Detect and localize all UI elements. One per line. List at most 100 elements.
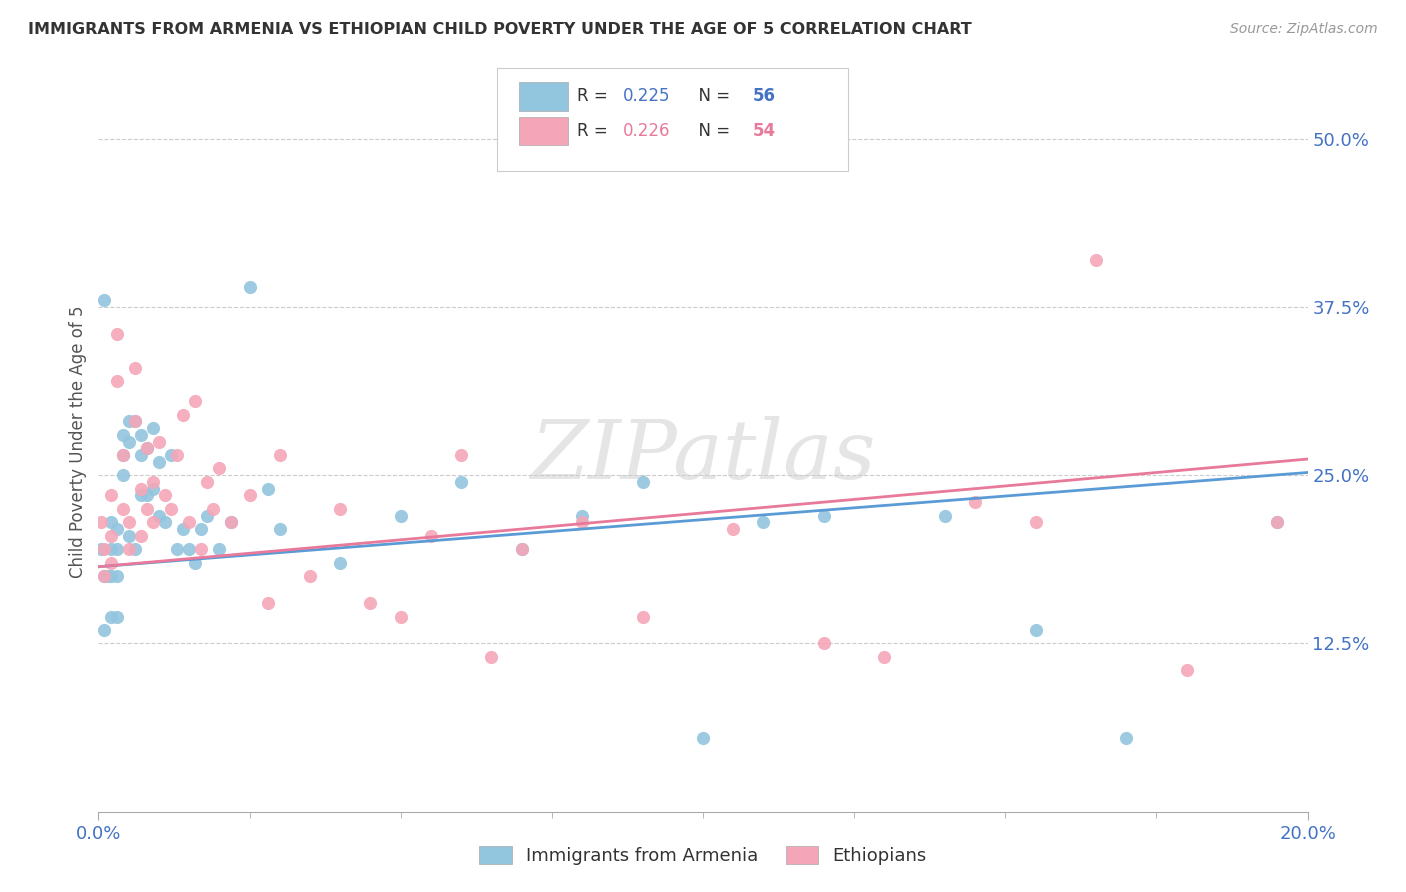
Point	[239, 279, 262, 293]
Text: 0.225: 0.225	[623, 87, 671, 104]
Point	[873, 649, 896, 664]
Point	[934, 508, 956, 523]
Point	[202, 501, 225, 516]
Point	[184, 394, 207, 409]
Point	[269, 448, 291, 462]
Point	[160, 448, 183, 462]
Point	[111, 468, 134, 483]
Point	[195, 508, 218, 523]
Point	[129, 529, 152, 543]
Point	[135, 442, 157, 456]
Point	[105, 542, 128, 557]
Point	[124, 360, 146, 375]
Point	[129, 427, 152, 442]
Point	[172, 408, 194, 422]
Point	[510, 542, 533, 557]
Point	[90, 516, 112, 530]
Point	[129, 482, 152, 496]
Point	[118, 542, 141, 557]
Point	[813, 636, 835, 650]
Point	[93, 569, 115, 583]
Point	[631, 609, 654, 624]
FancyBboxPatch shape	[519, 117, 568, 145]
Point	[1267, 516, 1289, 530]
Point	[166, 542, 188, 557]
Point	[100, 516, 122, 530]
Point	[142, 482, 165, 496]
Point	[100, 609, 122, 624]
Point	[1024, 623, 1046, 637]
Point	[813, 508, 835, 523]
Point	[124, 414, 146, 428]
Point	[166, 448, 188, 462]
Point	[256, 596, 278, 610]
Text: 0.226: 0.226	[623, 121, 671, 139]
Point	[450, 448, 472, 462]
Text: N =: N =	[689, 121, 735, 139]
Point	[420, 529, 443, 543]
Point	[239, 488, 262, 502]
Point	[179, 542, 201, 557]
Point	[752, 516, 775, 530]
Point	[124, 542, 146, 557]
Point	[129, 448, 152, 462]
Point	[148, 455, 170, 469]
Point	[208, 542, 231, 557]
Point	[510, 542, 533, 557]
Text: R =: R =	[578, 87, 613, 104]
Point	[93, 293, 115, 308]
Point	[329, 501, 352, 516]
Point	[105, 522, 128, 536]
Point	[118, 516, 141, 530]
Point	[96, 569, 118, 583]
Point	[190, 542, 212, 557]
Point	[1115, 731, 1137, 745]
Point	[571, 516, 593, 530]
Point	[389, 508, 412, 523]
Point	[148, 508, 170, 523]
Point	[135, 488, 157, 502]
Point	[661, 145, 683, 160]
Y-axis label: Child Poverty Under the Age of 5: Child Poverty Under the Age of 5	[69, 305, 87, 578]
Point	[111, 448, 134, 462]
Point	[723, 522, 745, 536]
Point	[1267, 516, 1289, 530]
Point	[221, 516, 243, 530]
Point	[93, 569, 115, 583]
Point	[1085, 252, 1108, 267]
Point	[142, 475, 165, 489]
Point	[1175, 664, 1198, 678]
Point	[631, 475, 654, 489]
Point	[105, 569, 128, 583]
Point	[93, 623, 115, 637]
Point	[118, 414, 141, 428]
Point	[208, 461, 231, 475]
Point	[124, 414, 146, 428]
Text: 56: 56	[752, 87, 776, 104]
Point	[118, 529, 141, 543]
Point	[195, 475, 218, 489]
Point	[100, 556, 122, 570]
Text: R =: R =	[578, 121, 613, 139]
Point	[90, 542, 112, 557]
Point	[256, 482, 278, 496]
Point	[179, 516, 201, 530]
Point	[142, 421, 165, 435]
Point	[105, 326, 128, 341]
Text: Source: ZipAtlas.com: Source: ZipAtlas.com	[1230, 22, 1378, 37]
Point	[450, 475, 472, 489]
Point	[360, 596, 382, 610]
FancyBboxPatch shape	[519, 82, 568, 111]
Point	[111, 501, 134, 516]
Point	[965, 495, 987, 509]
Point	[221, 516, 243, 530]
Point	[142, 516, 165, 530]
Point	[269, 522, 291, 536]
Point	[129, 488, 152, 502]
Point	[190, 522, 212, 536]
Point	[105, 374, 128, 388]
FancyBboxPatch shape	[498, 68, 848, 171]
Point	[100, 529, 122, 543]
Point	[389, 609, 412, 624]
Point	[481, 649, 503, 664]
